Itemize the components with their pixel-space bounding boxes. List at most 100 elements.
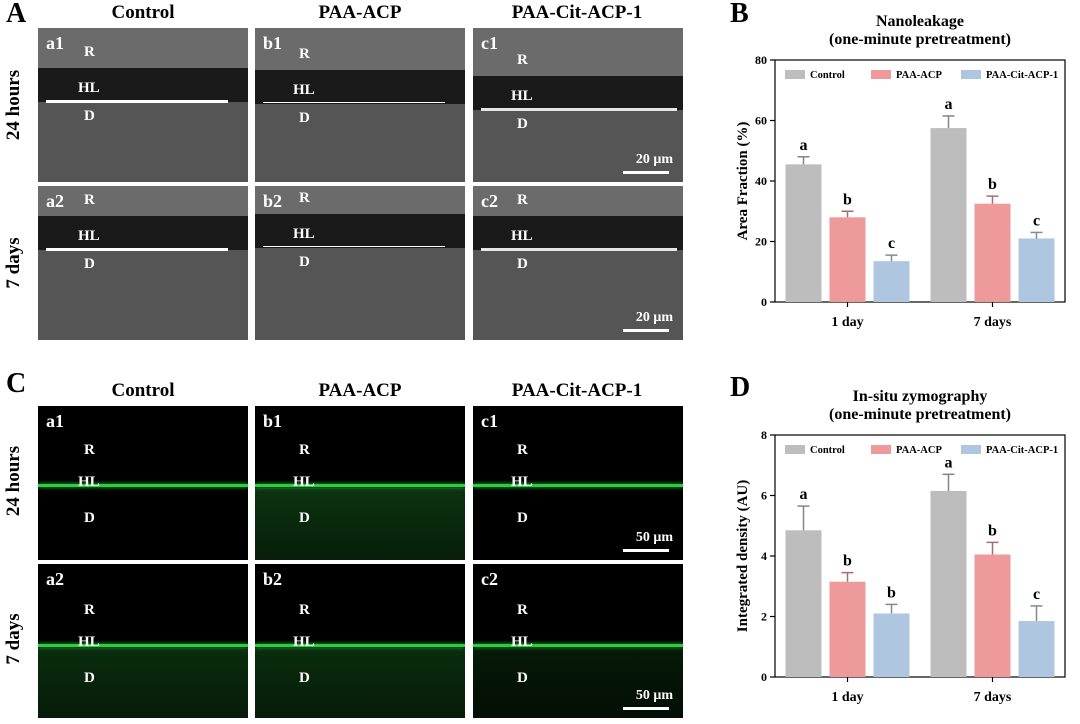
dentin-label: D — [84, 256, 95, 272]
micrograph-a1: a1 R HL D — [38, 406, 248, 560]
hybrid-layer-label: HL — [78, 634, 100, 650]
legend-label: PAA-ACP — [896, 70, 942, 81]
resin-layer — [38, 186, 248, 216]
resin-layer — [473, 28, 683, 76]
chart-subtitle: (one-minute pretreatment) — [829, 406, 1011, 423]
resin-layer — [38, 28, 248, 68]
hybrid-layer-label: HL — [78, 474, 100, 490]
panel-c-col-control: Control — [111, 380, 175, 401]
hybrid-layer — [255, 70, 465, 104]
bar — [974, 554, 1011, 677]
micrograph-a2: a2 R HL D — [38, 564, 248, 718]
resin-label: R — [299, 442, 310, 458]
bar — [873, 613, 910, 677]
legend-label: PAA-Cit-ACP-1 — [986, 70, 1058, 81]
silver-deposit — [263, 246, 445, 247]
tile-label: c1 — [481, 411, 498, 431]
legend-swatch — [961, 70, 981, 79]
panel-c-row-24h: 24 hours — [3, 445, 24, 517]
micrograph-b1: b1 R HL D — [255, 406, 465, 560]
dentin-label: D — [517, 670, 528, 686]
y-tick-label: 60 — [755, 114, 767, 128]
panel-c-row-7d: 7 days — [3, 613, 24, 665]
dentin-label: D — [299, 510, 310, 526]
resin-label: R — [84, 192, 95, 208]
silver-deposit — [481, 248, 677, 251]
resin-layer — [255, 28, 465, 70]
micrograph-c2: c2 R HL D 20 μm — [473, 186, 683, 340]
y-axis-label: Integrated density (AU) — [735, 480, 751, 632]
hybrid-layer-label: HL — [511, 228, 533, 244]
resin-label: R — [517, 442, 528, 458]
nanoleakage-chart: Nanoleakage(one-minute pretreatment) 0 20 4… — [735, 13, 1066, 330]
zymography-chart: In-situ zymography(one-minute pretreatme… — [735, 388, 1066, 705]
scale-label: 50 μm — [635, 530, 673, 545]
micrograph-c1: c1 R HL D 50 μm — [473, 406, 683, 560]
scale-bar — [623, 329, 669, 332]
panel-a-col-control: Control — [111, 2, 175, 23]
bar — [1018, 621, 1055, 677]
micrograph-b1: b1 R HL D — [255, 28, 465, 182]
resin-label: R — [299, 190, 310, 206]
y-tick-label: 20 — [755, 235, 767, 249]
resin-label: R — [84, 442, 95, 458]
hybrid-layer-label: HL — [78, 228, 100, 244]
panel-a-row-7d: 7 days — [3, 237, 24, 289]
fluorescent-band — [473, 484, 683, 487]
hybrid-layer-label: HL — [293, 474, 315, 490]
x-tick-label: 1 day — [831, 690, 863, 705]
scale-bar — [623, 171, 669, 174]
scale-label: 50 μm — [635, 688, 673, 703]
bar — [930, 128, 967, 302]
fluorescent-band — [38, 484, 248, 487]
chart-title: In-situ zymography — [853, 388, 988, 405]
tile-label: c2 — [481, 569, 498, 589]
silver-deposit — [46, 100, 228, 103]
tile-label: a2 — [46, 569, 64, 589]
bar — [785, 530, 822, 677]
significance-label: a — [945, 454, 953, 471]
panel-a-col-paa-cit-acp-1: PAA-Cit-ACP-1 — [511, 2, 643, 23]
hybrid-layer-label: HL — [511, 88, 533, 104]
dentin-label: D — [84, 510, 95, 526]
tile-label: c2 — [481, 191, 498, 211]
x-tick-label: 7 days — [974, 315, 1012, 330]
tile-label: b1 — [263, 411, 283, 431]
bar — [829, 217, 866, 302]
hybrid-layer-label: HL — [511, 474, 533, 490]
hybrid-layer — [255, 214, 465, 248]
significance-label: a — [945, 96, 953, 113]
dentin-label: D — [84, 108, 95, 124]
y-tick-label: 8 — [761, 428, 767, 442]
scale-label: 20 μm — [635, 310, 673, 325]
dentin-label: D — [84, 670, 95, 686]
tile-label: c1 — [481, 33, 498, 53]
micrograph-c2: c2 R HL D 50 μm — [473, 564, 683, 718]
dentin-label: D — [299, 254, 310, 270]
dentin-fluorescence — [255, 488, 465, 560]
silver-deposit — [263, 102, 445, 103]
significance-label: b — [887, 584, 896, 601]
hybrid-layer — [38, 216, 248, 250]
resin-label: R — [517, 52, 528, 68]
tile-label: b1 — [263, 33, 283, 53]
y-tick-label: 40 — [755, 174, 767, 188]
scale-bar — [623, 549, 669, 552]
silver-deposit — [46, 248, 228, 251]
bar — [1018, 238, 1055, 302]
bar — [829, 581, 866, 677]
hybrid-layer-label: HL — [78, 80, 100, 96]
significance-label: b — [988, 176, 997, 193]
dentin-label: D — [517, 256, 528, 272]
panel-c-col-paa-acp: PAA-ACP — [318, 380, 402, 401]
y-tick-label: 6 — [761, 489, 767, 503]
resin-label: R — [299, 46, 310, 62]
tile-label: b2 — [263, 569, 283, 589]
fluorescent-band — [255, 644, 465, 647]
resin-label: R — [299, 602, 310, 618]
legend-swatch — [871, 445, 891, 454]
fluorescent-band — [38, 644, 248, 647]
chart-subtitle: (one-minute pretreatment) — [829, 31, 1011, 48]
legend-label: PAA-Cit-ACP-1 — [986, 445, 1058, 456]
dentin-label: D — [299, 670, 310, 686]
